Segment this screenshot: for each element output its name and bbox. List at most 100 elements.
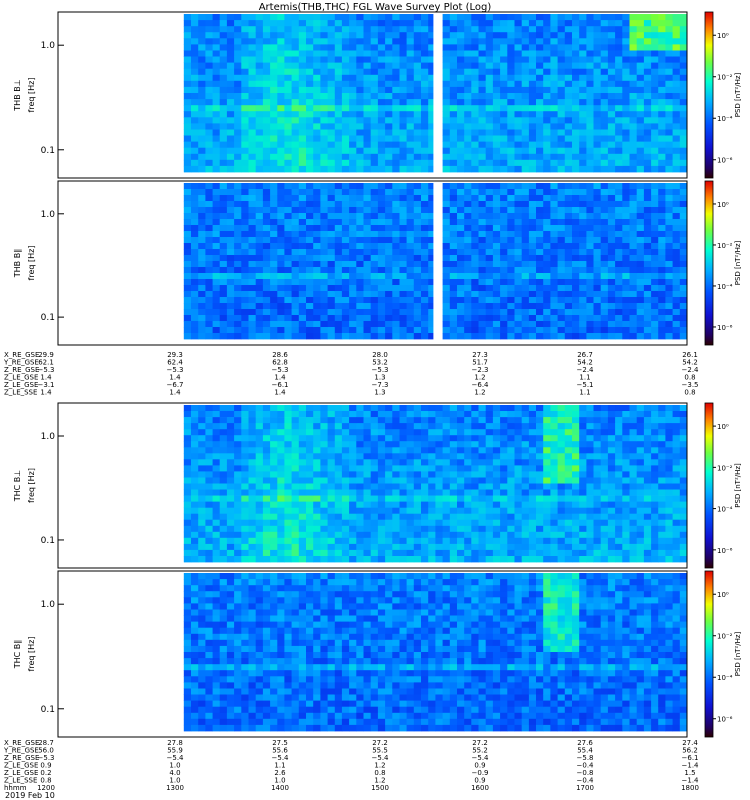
spectrogram-cell	[478, 531, 487, 539]
spectrogram-cell	[306, 80, 314, 88]
spectrogram-cell	[248, 255, 257, 262]
spectrogram-cell	[665, 141, 673, 149]
spectrogram-cell	[284, 105, 292, 112]
spectrogram-cell	[306, 44, 314, 51]
spectrogram-cell	[385, 327, 393, 334]
spectrogram-cell	[248, 213, 257, 220]
spectrogram-cell	[492, 99, 501, 106]
spectrogram-cell	[658, 183, 666, 190]
spectrogram-cell	[636, 207, 645, 214]
spectrogram-cell	[564, 44, 573, 51]
spectrogram-cell	[457, 309, 465, 316]
spectrogram-cell	[219, 80, 228, 88]
spectrogram-cell	[528, 297, 537, 304]
spectrogram-cell	[356, 417, 364, 424]
spectrogram-cell	[298, 411, 307, 418]
spectrogram-cell	[507, 26, 515, 33]
spectrogram-cell	[191, 447, 199, 454]
spectrogram-cell	[226, 213, 235, 220]
spectrogram-cell	[349, 513, 357, 521]
spectrogram-cell	[306, 471, 314, 478]
spectrogram-cell	[377, 68, 386, 76]
spectrogram-cell	[564, 201, 573, 208]
spectrogram-cell	[284, 56, 292, 63]
spectrogram-cell	[198, 231, 206, 238]
spectrogram-cell	[255, 93, 264, 100]
spectrogram-cell	[428, 429, 436, 436]
spectrogram-cell	[421, 165, 429, 173]
spectrogram-cell	[334, 135, 343, 142]
spectrogram-cell	[313, 489, 321, 496]
spectrogram-cell	[191, 333, 199, 340]
spectrogram-cell	[435, 441, 443, 448]
spectrogram-cell	[212, 237, 221, 244]
spectrogram-cell	[226, 459, 235, 466]
spectrogram-cell	[255, 489, 264, 496]
spectrogram-cell	[226, 50, 235, 57]
spectrogram-cell	[478, 153, 487, 161]
spectrogram-cell	[464, 93, 472, 100]
spectrogram-cell	[442, 309, 451, 316]
spectrogram-cell	[198, 423, 206, 430]
spectrogram-cell	[306, 477, 314, 484]
spectrogram-cell	[255, 255, 264, 262]
spectrogram-cell	[356, 74, 364, 82]
spectrogram-cell	[399, 549, 408, 557]
spectrogram-cell	[298, 153, 307, 161]
spectrogram-cell	[327, 74, 336, 82]
spectrogram-cell	[277, 225, 285, 232]
spectrogram-cell	[600, 309, 609, 316]
spectrogram-cell	[255, 315, 264, 322]
spectrogram-cell	[341, 159, 350, 167]
spectrogram-cell	[464, 219, 472, 226]
spectrogram-cell	[492, 50, 501, 57]
spectrogram-cell	[363, 483, 372, 490]
spectrogram-cell	[248, 429, 257, 436]
spectrogram-cell	[191, 261, 199, 268]
spectrogram-cell	[485, 50, 494, 57]
spectrogram-cell	[349, 417, 357, 424]
spectrogram-cell	[320, 189, 328, 196]
spectrogram-cell	[349, 315, 357, 322]
spectrogram-cell	[270, 159, 278, 167]
spectrogram-cell	[536, 297, 544, 304]
spectrogram-cell	[406, 525, 415, 533]
spectrogram-cell	[399, 111, 408, 118]
spectrogram-cell	[291, 333, 300, 340]
spectrogram-cell	[370, 26, 379, 33]
spectrogram-cell	[241, 183, 249, 190]
spectrogram-cell	[377, 459, 386, 466]
spectrogram-cell	[413, 189, 422, 196]
spectrogram-cell	[636, 333, 645, 340]
spectrogram-cell	[629, 213, 638, 220]
spectrogram-cell	[356, 62, 364, 70]
spectrogram-cell	[234, 62, 242, 70]
spectrogram-cell	[478, 68, 487, 76]
spectrogram-cell	[183, 38, 192, 45]
spectrogram-cell	[255, 273, 264, 280]
spectrogram-cell	[672, 32, 681, 39]
spectrogram-cell	[500, 14, 508, 21]
spectrogram-cell	[507, 20, 515, 27]
spectrogram-cell	[471, 423, 479, 430]
spectrogram-cell	[622, 159, 630, 167]
spectrogram-cell	[536, 543, 544, 551]
spectrogram-cell	[298, 321, 307, 328]
spectrogram-cell	[500, 44, 508, 51]
spectrogram-cell	[291, 291, 300, 298]
spectrogram-cell	[593, 99, 602, 106]
spectrogram-cell	[363, 135, 372, 142]
spectrogram-cell	[298, 507, 307, 515]
spectrogram-cell	[363, 195, 372, 202]
spectrogram-cell	[198, 501, 206, 508]
spectrogram-cell	[205, 556, 213, 563]
spectrogram-cell	[528, 231, 537, 238]
spectrogram-cell	[457, 519, 465, 527]
spectrogram-cell	[284, 117, 292, 124]
spectrogram-cell	[500, 243, 508, 250]
spectrogram-cell	[392, 267, 400, 274]
spectrogram-cell	[298, 68, 307, 76]
spectrogram-cell	[270, 483, 278, 490]
spectrogram-cell	[334, 237, 343, 244]
spectrogram-cell	[521, 135, 530, 142]
